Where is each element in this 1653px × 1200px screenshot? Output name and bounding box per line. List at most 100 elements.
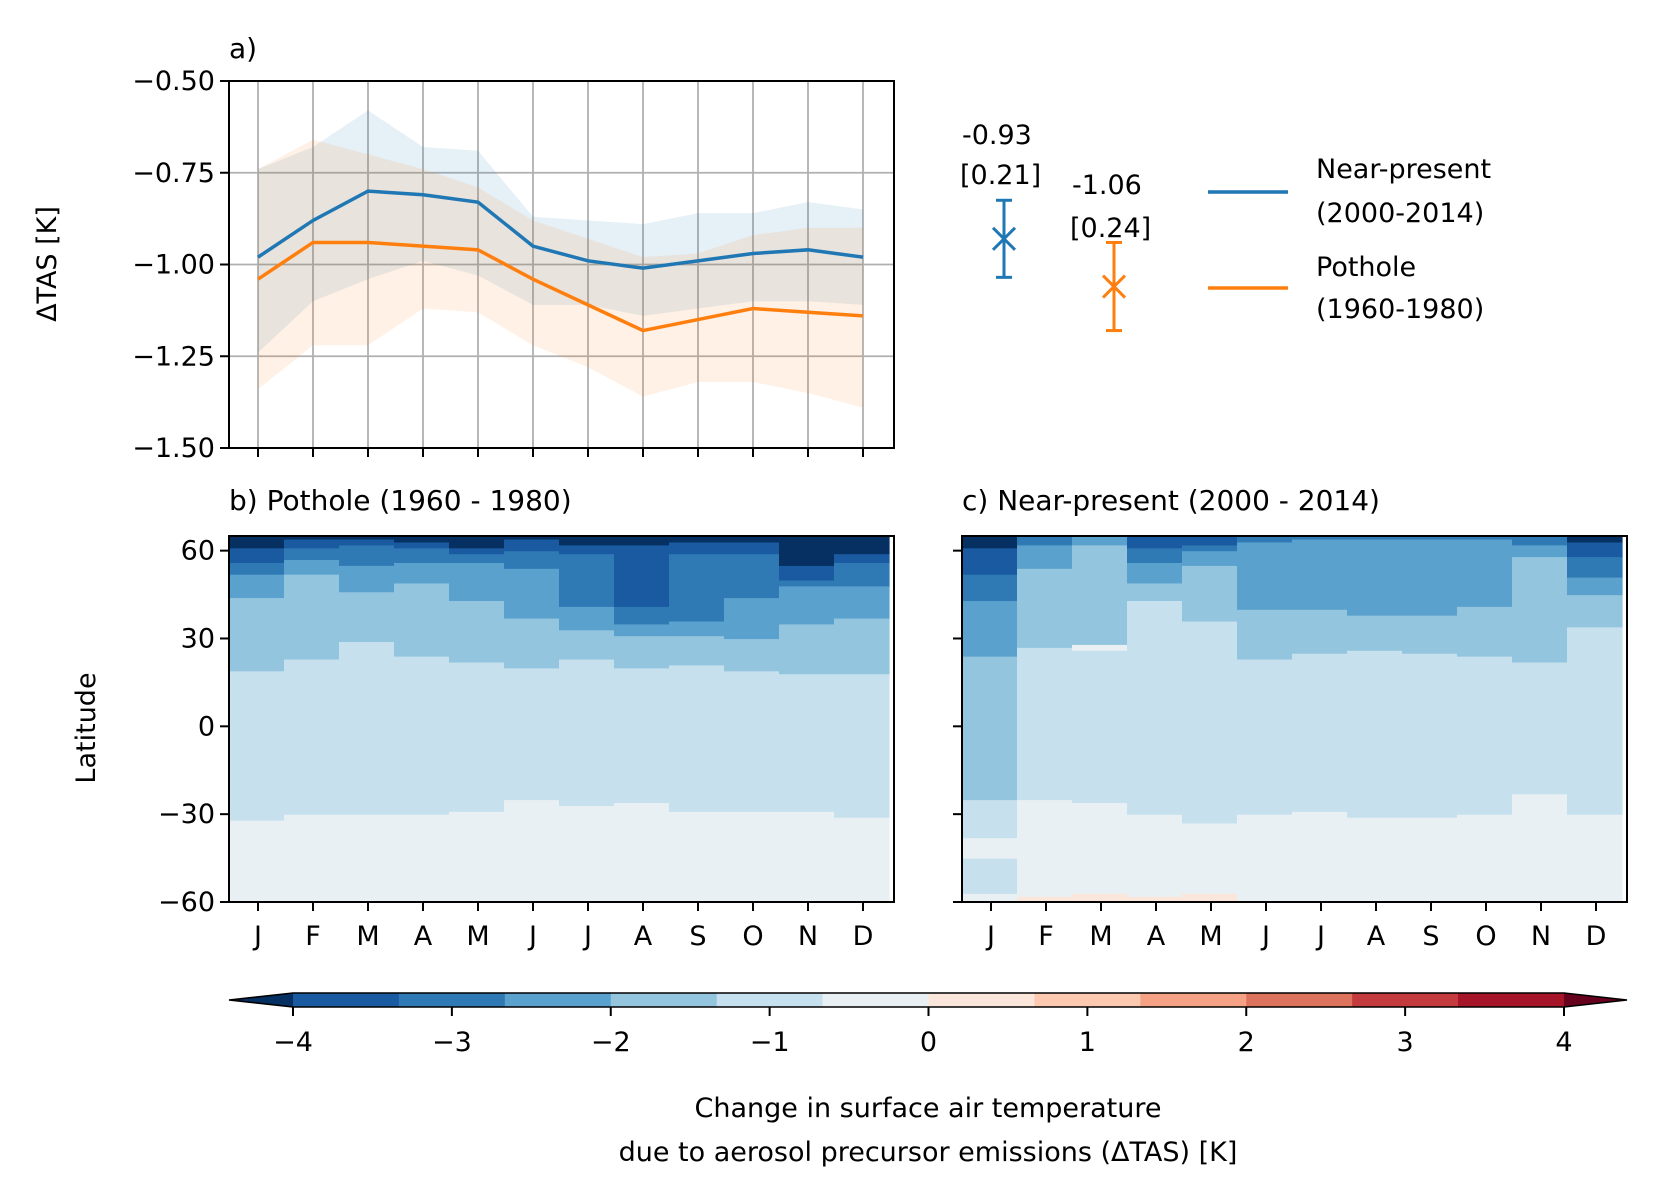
panel-a-y-axis: −0.50 −0.75 −1.00 −1.25 −1.50 [132,66,229,464]
heatmap-cell [449,811,505,903]
panel-c-title: c) Near-present (2000 - 2014) [962,484,1380,517]
panel-b: b) Pothole (1960 - 1980) 60 30 0 −30 −60 J F M… [71,484,895,952]
heatmap-cell [962,799,1018,839]
heatmap-cell [394,582,450,657]
heatmap-cell [504,617,560,669]
heatmap-xtick-label: S [1422,921,1439,952]
heatmap-cell [1457,538,1513,607]
panel-a-ytick-label: −1.00 [132,250,215,281]
heatmap-cell [1402,536,1458,540]
heatmap-xtick-label: F [1038,921,1054,952]
heatmap-cell [284,658,340,815]
heatmap-cell [559,805,615,903]
heatmap-cell [449,536,505,549]
heatmap-xtick-label: J [252,921,262,952]
heatmap-cell [1127,896,1183,903]
heatmap-ytick-label: −60 [158,887,215,918]
heatmap-cell [669,620,725,637]
colorbar-label-2: due to aerosol precursor emissions (ΔTAS… [619,1137,1238,1168]
heatmap-cell [504,536,560,540]
heatmap-xtick-label: O [1475,921,1496,952]
heatmap-xtick-label: J [1260,921,1270,952]
colorbar-tick-label: −4 [273,1027,313,1058]
heatmap-cell [1182,536,1238,546]
mean-error-bars: -0.93 [0.21] -1.06 [0.24] [960,120,1151,333]
heatmap-cell [1567,814,1623,903]
heatmap-cell [394,541,450,549]
heatmap-cell [449,600,505,663]
heatmap-cell [779,579,835,587]
heatmap-cell [614,536,670,546]
panel-a-ylabel: ΔTAS [K] [32,206,63,322]
heatmap-cell [1237,536,1293,543]
heatmap-cell [1017,647,1073,801]
colorbar-tick-label: 0 [920,1027,937,1058]
heatmap-xtick-label: N [798,921,818,952]
heatmap-cell [1347,817,1403,903]
heatmap-cell [559,629,615,660]
heatmap-xtick-label: A [634,921,653,952]
heatmap-cell [724,811,780,903]
colorbar-tick-label: −1 [750,1027,790,1058]
heatmap-cell [1237,658,1293,815]
heatmap-cell [1237,541,1293,610]
heatmap-cell [779,811,835,903]
heatmap-cell [1017,896,1073,903]
heatmap-cell [962,547,1018,575]
heatmap-cell [1347,650,1403,818]
heatmap-cell [1347,615,1403,651]
colorbar-cell [504,993,612,1007]
heatmap-cell [1127,547,1183,563]
heatmap-cell [229,820,285,903]
colorbar-cell [822,993,930,1007]
heatmap-cell [614,544,670,607]
heatmap-cell [614,667,670,804]
colorbar-cell [928,993,1036,1007]
heatmap-cell [1127,536,1183,549]
heatmap-cell [1182,893,1238,903]
heatmap-xtick-label: S [689,921,706,952]
heatmap-cell [834,585,890,619]
np-spread-label: [0.21] [960,160,1041,191]
heatmap-cell [1072,650,1128,804]
heatmap-cell [559,536,615,546]
heatmap-xtick-label: D [853,921,874,952]
colorbar-tick-label: 4 [1555,1027,1572,1058]
heatmap-cell [834,541,890,555]
panel-a-bands [258,110,863,408]
colorbar-label-1: Change in surface air temperature [695,1093,1162,1124]
heatmap-cell [724,553,780,599]
heatmap-cell [1237,814,1293,903]
heatmap-cell [614,802,670,903]
heatmap-cell [1292,538,1348,610]
heatmap-xtick-label: M [466,921,489,952]
heatmap-cell [559,658,615,806]
heatmap-xtick-label: D [1586,921,1607,952]
heatmap-cell [1402,538,1458,616]
heatmap-cell [779,673,835,812]
heatmap-cell [1347,538,1403,616]
heatmap-cell [834,673,890,818]
ph-mean-label: -1.06 [1072,170,1142,201]
panel-b-title: b) Pothole (1960 - 1980) [229,484,572,517]
line-pothole [257,240,864,333]
heatmap-cell [1182,620,1238,824]
colorbar-tick-label: 1 [1079,1027,1096,1058]
heatmap-cell [669,811,725,903]
heatmap-cell [1567,576,1623,596]
heatmap-cell [834,617,890,675]
heatmap-cell [1127,562,1183,584]
heatmap-cell [284,574,340,660]
heatmap-xtick-label: J [527,921,537,952]
heatmap-cell [339,544,395,566]
colorbar: −4 −3 −2 −1 0 1 2 3 4 Change in surface air temp… [228,992,1628,1168]
heatmap-cell [284,559,340,575]
colorbar-tick-label: −3 [432,1027,472,1058]
heatmap-cell [962,858,1018,894]
heatmap-xtick-label: N [1531,921,1551,952]
heatmap-cell [724,638,780,672]
colorbar-tick-label: −2 [591,1027,631,1058]
heatmap-cell [669,553,725,622]
heatmap-cell [834,536,890,543]
